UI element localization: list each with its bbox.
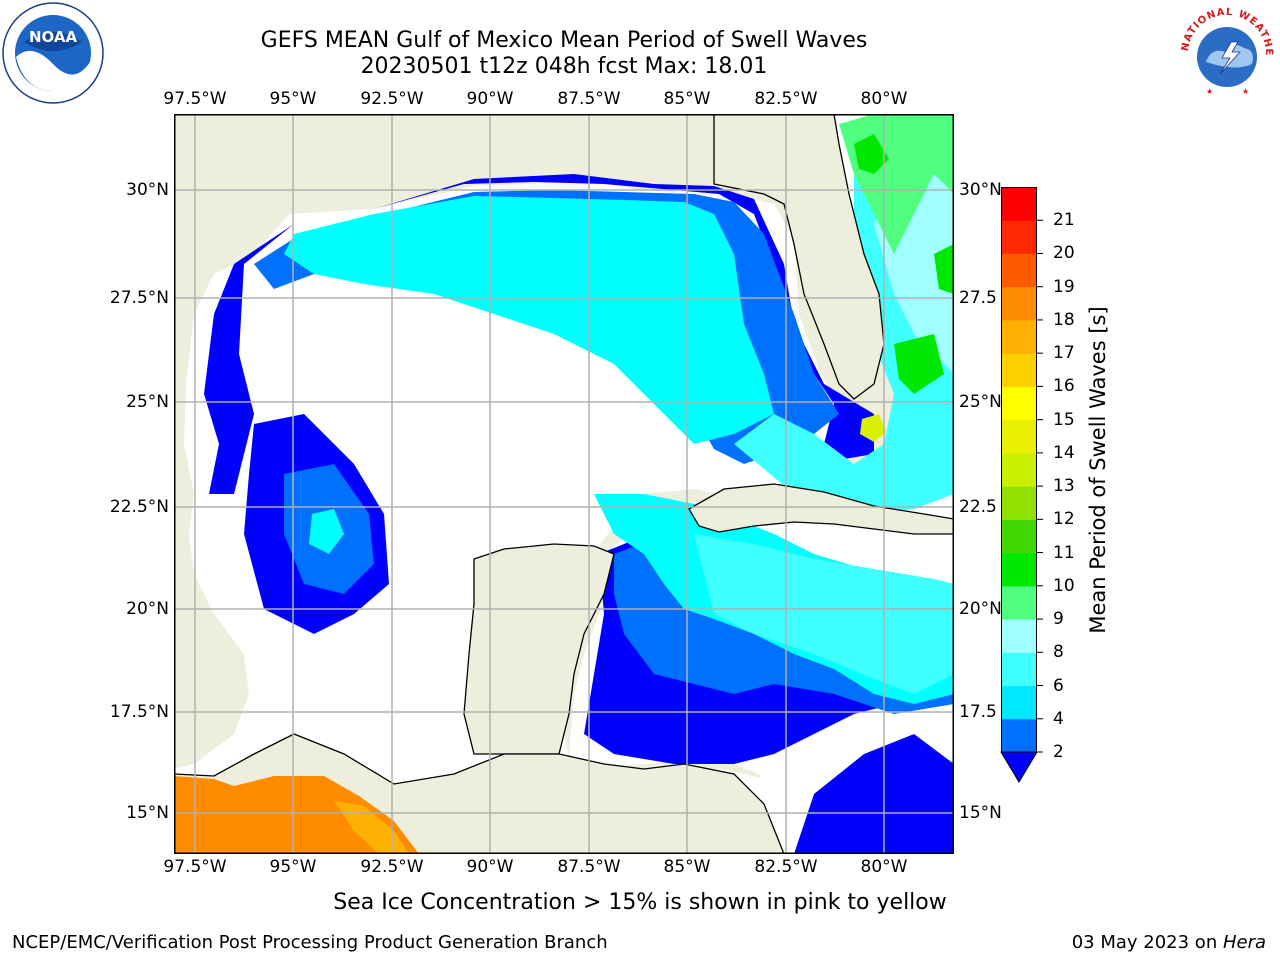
lon-label-top: 95°W [269, 89, 317, 109]
colorbar-tick-label: 11 [1053, 542, 1075, 563]
colorbar-swatch [1001, 253, 1037, 288]
lon-label-bottom: 80°W [860, 857, 908, 877]
lon-label-bottom: 90°W [466, 857, 514, 877]
footer-host: Hera [1222, 932, 1266, 953]
lat-label-right: 25°N [959, 392, 1002, 412]
lon-label-bottom: 97.5°W [163, 857, 227, 877]
colorbar-tick-label: 13 [1053, 476, 1075, 497]
colorbar-swatch [1001, 652, 1037, 687]
lon-label-top: 97.5°W [163, 89, 227, 109]
map-plot [174, 114, 954, 854]
lon-label-top: 92.5°W [360, 89, 424, 109]
swell-blue-region [794, 734, 954, 854]
swell-orange-light-region [334, 801, 409, 854]
lat-label-left: 22.5°N [109, 497, 169, 517]
colorbar-swatch [1001, 585, 1037, 620]
sea-ice-note: Sea Ice Concentration > 15% is shown in … [333, 890, 947, 915]
colorbar-swatch [1001, 619, 1037, 653]
swell-green-region [934, 244, 954, 294]
colorbar-swatch [1001, 386, 1037, 421]
lon-label-top: 82.5°W [754, 89, 818, 109]
graticule [174, 114, 954, 854]
noaa-logo: NOAA [2, 2, 104, 104]
florida-land [713, 114, 885, 400]
colorbar [1000, 187, 1043, 783]
lat-label-left: 30°N [126, 180, 169, 200]
cuba-land [688, 483, 954, 535]
swell-orange-region [174, 776, 419, 854]
lat-label-right: 15°N [959, 803, 1002, 823]
colorbar-swatch [1001, 452, 1037, 487]
colorbar-swatch [1001, 220, 1037, 254]
lat-label-right: 20°N [959, 599, 1002, 619]
colorbar-tick-label: 6 [1053, 675, 1064, 696]
svg-text:★: ★ [1206, 87, 1213, 96]
lat-label-left: 25°N [126, 392, 169, 412]
colorbar-title: Mean Period of Swell Waves [s] [1086, 306, 1110, 634]
lat-label-left: 20°N [126, 599, 169, 619]
colorbar-swatch [1001, 419, 1037, 454]
colorbar-swatch [1001, 286, 1037, 321]
colorbar-border [1001, 187, 1037, 753]
lat-label-right: 22.5 [959, 497, 997, 517]
lon-label-top: 90°W [466, 89, 514, 109]
lat-label-right: 27.5 [959, 288, 997, 308]
lat-label-right: 30°N [959, 180, 1002, 200]
lon-label-top: 85°W [663, 89, 711, 109]
colorbar-tick-label: 18 [1053, 309, 1075, 330]
lon-label-bottom: 92.5°W [360, 857, 424, 877]
colorbar-tick-label: 16 [1053, 376, 1075, 397]
lon-label-bottom: 82.5°W [754, 857, 818, 877]
footer-credit: NCEP/EMC/Verification Post Processing Pr… [12, 932, 608, 953]
chart-title: GEFS MEAN Gulf of Mexico Mean Period of … [260, 28, 868, 53]
lat-label-left: 27.5°N [109, 288, 169, 308]
colorbar-tick-label: 9 [1053, 609, 1064, 630]
yucatan-land [463, 543, 615, 755]
swell-green-region [854, 134, 889, 174]
swell-yellow-region [860, 414, 886, 442]
colorbar-swatch [1001, 319, 1037, 354]
colorbar-swatch [1001, 519, 1037, 554]
nws-logo: NATIONAL WEATHER SERVICE ★ ★ [1176, 2, 1275, 102]
swell-cyan-region [284, 196, 774, 444]
colorbar-tick-label: 4 [1053, 708, 1064, 729]
footer-date: 03 May 2023 on Hera [1072, 932, 1266, 953]
colorbar-tick-label: 15 [1053, 409, 1075, 430]
lon-label-top: 87.5°W [557, 89, 621, 109]
lat-label-right: 17.5 [959, 702, 997, 722]
lon-label-bottom: 85°W [663, 857, 711, 877]
colorbar-tick-label: 14 [1053, 442, 1075, 463]
colorbar-tick-label: 21 [1053, 210, 1075, 231]
lat-label-left: 15°N [126, 803, 169, 823]
colorbar-swatch [1001, 353, 1037, 387]
colorbar-tick-label: 2 [1053, 742, 1064, 762]
swell-light-cyan-region [694, 534, 954, 694]
colorbar-tick-label: 10 [1053, 575, 1075, 596]
colorbar-tick-label: 8 [1053, 642, 1064, 663]
colorbar-swatch [1001, 187, 1037, 221]
colorbar-swatch [1001, 718, 1037, 753]
lon-label-top: 80°W [860, 89, 908, 109]
swell-cyan-region [309, 509, 344, 554]
noaa-logo-text: NOAA [29, 28, 78, 46]
colorbar-swatch [1001, 486, 1037, 520]
footer-date-text: 03 May 2023 on [1071, 932, 1223, 953]
colorbar-tick-label: 19 [1053, 276, 1075, 297]
swell-green-region [894, 334, 944, 394]
chart-subtitle: 20230501 t12z 048h fcst Max: 18.01 [360, 54, 768, 79]
lon-label-bottom: 95°W [269, 857, 317, 877]
colorbar-swatch [1001, 685, 1037, 720]
colorbar-swatch [1001, 552, 1037, 587]
colorbar-tick-label: 17 [1053, 343, 1075, 364]
lat-label-left: 17.5°N [109, 702, 169, 722]
lon-label-bottom: 87.5°W [557, 857, 621, 877]
colorbar-tick-label: 12 [1053, 509, 1075, 530]
svg-text:★: ★ [1242, 87, 1249, 96]
colorbar-extend-triangle [1000, 751, 1038, 783]
map-border [174, 114, 954, 854]
colorbar-tick-label: 20 [1053, 243, 1075, 264]
